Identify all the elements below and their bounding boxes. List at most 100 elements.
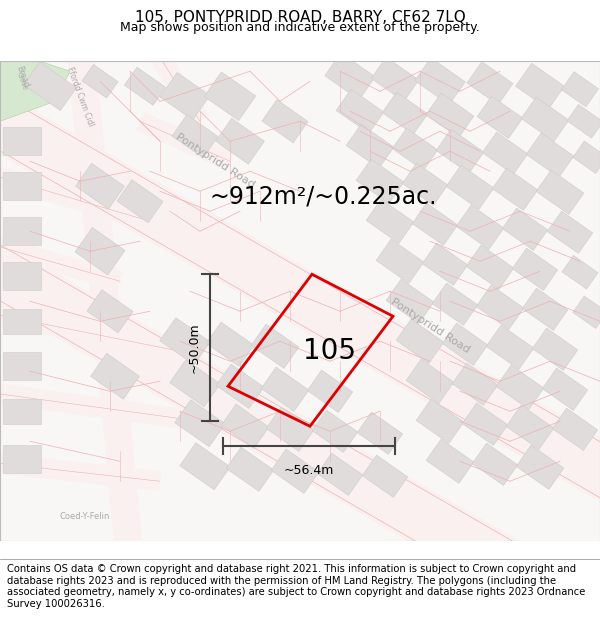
Polygon shape	[482, 132, 528, 174]
Polygon shape	[547, 211, 593, 253]
Polygon shape	[206, 322, 254, 366]
Polygon shape	[87, 290, 133, 332]
Polygon shape	[160, 72, 210, 120]
Polygon shape	[496, 365, 544, 409]
Text: Close: Close	[16, 71, 28, 91]
Polygon shape	[266, 407, 314, 451]
Polygon shape	[567, 104, 600, 138]
Polygon shape	[371, 57, 419, 101]
Polygon shape	[476, 285, 524, 329]
Polygon shape	[261, 367, 309, 411]
Text: Broad: Broad	[14, 64, 30, 88]
Polygon shape	[573, 141, 600, 174]
Polygon shape	[312, 410, 358, 452]
Polygon shape	[356, 159, 404, 203]
Polygon shape	[0, 237, 600, 625]
Polygon shape	[536, 170, 584, 214]
Polygon shape	[91, 353, 139, 399]
Polygon shape	[456, 205, 504, 249]
Polygon shape	[271, 449, 319, 493]
Polygon shape	[23, 62, 76, 111]
Polygon shape	[175, 400, 225, 447]
Polygon shape	[76, 163, 124, 209]
Polygon shape	[3, 309, 41, 334]
Text: Coed-Y-Felin: Coed-Y-Felin	[60, 512, 110, 521]
Polygon shape	[472, 443, 518, 486]
Polygon shape	[262, 100, 308, 142]
Polygon shape	[486, 325, 534, 369]
Polygon shape	[406, 359, 454, 403]
Polygon shape	[180, 442, 230, 490]
Polygon shape	[215, 118, 265, 164]
Polygon shape	[522, 288, 568, 331]
Polygon shape	[3, 262, 41, 290]
Polygon shape	[502, 208, 548, 251]
Polygon shape	[0, 301, 182, 361]
Polygon shape	[442, 323, 488, 366]
Polygon shape	[462, 403, 508, 446]
Polygon shape	[516, 445, 564, 489]
Polygon shape	[426, 93, 474, 138]
Polygon shape	[362, 455, 408, 498]
Polygon shape	[8, 40, 42, 162]
Polygon shape	[412, 203, 458, 246]
Polygon shape	[515, 63, 565, 109]
Polygon shape	[160, 318, 210, 365]
Polygon shape	[0, 232, 123, 291]
Polygon shape	[396, 319, 444, 363]
Polygon shape	[376, 239, 424, 283]
Polygon shape	[170, 360, 220, 407]
Polygon shape	[75, 228, 125, 275]
Polygon shape	[422, 243, 468, 286]
Polygon shape	[136, 112, 234, 171]
Polygon shape	[336, 89, 384, 133]
Polygon shape	[307, 370, 353, 413]
Polygon shape	[142, 36, 208, 126]
Polygon shape	[402, 163, 448, 206]
Polygon shape	[216, 364, 264, 408]
Polygon shape	[204, 72, 256, 121]
Text: Map shows position and indicative extent of the property.: Map shows position and indicative extent…	[120, 21, 480, 34]
Polygon shape	[562, 72, 599, 107]
Polygon shape	[506, 405, 554, 449]
Polygon shape	[317, 453, 363, 496]
Text: Pontypridd Road: Pontypridd Road	[174, 132, 256, 191]
Polygon shape	[382, 92, 428, 134]
Polygon shape	[573, 296, 600, 329]
Polygon shape	[492, 168, 538, 211]
Polygon shape	[0, 381, 202, 431]
Polygon shape	[66, 40, 144, 562]
Polygon shape	[532, 328, 578, 371]
Text: Contains OS data © Crown copyright and database right 2021. This information is : Contains OS data © Crown copyright and d…	[7, 564, 586, 609]
Polygon shape	[3, 127, 41, 155]
Polygon shape	[124, 68, 166, 105]
Polygon shape	[477, 96, 523, 138]
Polygon shape	[0, 451, 161, 491]
Polygon shape	[3, 352, 41, 380]
Polygon shape	[3, 217, 41, 245]
Polygon shape	[467, 62, 513, 105]
Polygon shape	[562, 256, 598, 289]
Polygon shape	[386, 279, 434, 323]
Polygon shape	[357, 412, 403, 454]
Text: 105, PONTYPRIDD ROAD, BARRY, CF62 7LQ: 105, PONTYPRIDD ROAD, BARRY, CF62 7LQ	[134, 10, 466, 25]
Polygon shape	[466, 245, 514, 289]
Polygon shape	[172, 115, 218, 158]
Polygon shape	[552, 408, 598, 451]
Polygon shape	[436, 129, 484, 173]
Polygon shape	[0, 61, 70, 121]
Polygon shape	[452, 363, 498, 406]
Polygon shape	[251, 324, 299, 368]
Text: 105: 105	[304, 338, 356, 365]
Text: ~56.4m: ~56.4m	[284, 464, 334, 478]
Polygon shape	[3, 173, 41, 200]
Polygon shape	[3, 445, 41, 473]
Text: ~912m²/~0.225ac.: ~912m²/~0.225ac.	[210, 184, 437, 208]
Polygon shape	[416, 399, 464, 443]
Polygon shape	[542, 368, 588, 411]
Text: Ffordd Cwm Cidl: Ffordd Cwm Cidl	[65, 65, 95, 128]
Polygon shape	[226, 447, 274, 491]
Polygon shape	[415, 58, 465, 105]
Polygon shape	[0, 87, 600, 506]
Text: Pontypridd Road: Pontypridd Road	[389, 297, 471, 356]
